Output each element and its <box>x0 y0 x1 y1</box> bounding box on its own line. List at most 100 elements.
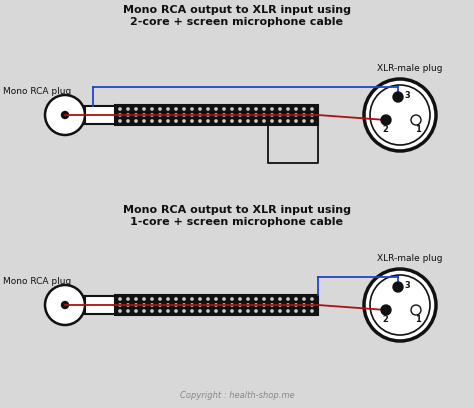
Circle shape <box>158 297 162 301</box>
Circle shape <box>302 113 306 117</box>
Bar <box>115 105 318 125</box>
Circle shape <box>278 119 282 123</box>
Text: 3: 3 <box>404 91 410 100</box>
Circle shape <box>214 107 218 111</box>
Circle shape <box>310 107 314 111</box>
Circle shape <box>310 309 314 313</box>
Circle shape <box>254 107 258 111</box>
Text: 3: 3 <box>404 281 410 290</box>
Text: 1: 1 <box>415 124 421 133</box>
Circle shape <box>190 309 194 313</box>
Circle shape <box>230 119 234 123</box>
Text: 2: 2 <box>382 315 388 324</box>
Circle shape <box>230 107 234 111</box>
Circle shape <box>158 119 162 123</box>
Circle shape <box>198 309 202 313</box>
Circle shape <box>182 107 186 111</box>
Circle shape <box>294 113 298 117</box>
Circle shape <box>230 297 234 301</box>
Circle shape <box>411 305 421 315</box>
Circle shape <box>134 119 138 123</box>
Circle shape <box>286 297 290 301</box>
Circle shape <box>142 107 146 111</box>
Circle shape <box>381 115 391 125</box>
Circle shape <box>158 309 162 313</box>
Circle shape <box>238 107 242 111</box>
Circle shape <box>174 113 178 117</box>
Circle shape <box>190 297 194 301</box>
Circle shape <box>134 309 138 313</box>
Circle shape <box>206 297 210 301</box>
Circle shape <box>158 113 162 117</box>
Circle shape <box>254 303 258 307</box>
Circle shape <box>182 309 186 313</box>
Circle shape <box>222 119 226 123</box>
Circle shape <box>294 309 298 313</box>
Circle shape <box>126 297 130 301</box>
Circle shape <box>45 95 85 135</box>
Circle shape <box>126 113 130 117</box>
Circle shape <box>278 309 282 313</box>
Circle shape <box>134 297 138 301</box>
Circle shape <box>294 107 298 111</box>
Circle shape <box>393 282 403 292</box>
Circle shape <box>302 303 306 307</box>
Circle shape <box>246 309 250 313</box>
Circle shape <box>190 107 194 111</box>
Circle shape <box>206 303 210 307</box>
Circle shape <box>206 113 210 117</box>
Circle shape <box>190 113 194 117</box>
Circle shape <box>166 303 170 307</box>
Circle shape <box>214 309 218 313</box>
Circle shape <box>150 107 154 111</box>
Circle shape <box>270 119 274 123</box>
Circle shape <box>182 297 186 301</box>
Circle shape <box>230 309 234 313</box>
Circle shape <box>190 303 194 307</box>
Circle shape <box>142 303 146 307</box>
Circle shape <box>230 303 234 307</box>
Circle shape <box>302 297 306 301</box>
Circle shape <box>310 119 314 123</box>
Circle shape <box>198 303 202 307</box>
Circle shape <box>238 119 242 123</box>
Circle shape <box>150 113 154 117</box>
Circle shape <box>222 303 226 307</box>
Circle shape <box>198 297 202 301</box>
Circle shape <box>294 119 298 123</box>
Circle shape <box>150 119 154 123</box>
Circle shape <box>254 309 258 313</box>
Text: Copyright : health-shop.me: Copyright : health-shop.me <box>180 391 294 400</box>
Circle shape <box>126 309 130 313</box>
Circle shape <box>254 119 258 123</box>
Circle shape <box>134 107 138 111</box>
Circle shape <box>278 107 282 111</box>
Circle shape <box>198 113 202 117</box>
Circle shape <box>310 297 314 301</box>
Circle shape <box>182 113 186 117</box>
Circle shape <box>270 303 274 307</box>
Circle shape <box>166 297 170 301</box>
Circle shape <box>254 297 258 301</box>
Circle shape <box>166 113 170 117</box>
Circle shape <box>142 309 146 313</box>
Circle shape <box>126 107 130 111</box>
Circle shape <box>286 119 290 123</box>
Circle shape <box>126 303 130 307</box>
Circle shape <box>158 107 162 111</box>
Circle shape <box>270 107 274 111</box>
Text: XLR-male plug: XLR-male plug <box>377 254 443 263</box>
Circle shape <box>142 297 146 301</box>
Circle shape <box>206 107 210 111</box>
Text: 2: 2 <box>382 124 388 133</box>
Text: Mono RCA plug: Mono RCA plug <box>3 277 71 286</box>
Circle shape <box>286 303 290 307</box>
Circle shape <box>246 119 250 123</box>
Circle shape <box>118 107 122 111</box>
Circle shape <box>62 111 69 118</box>
Circle shape <box>134 303 138 307</box>
Circle shape <box>310 113 314 117</box>
Circle shape <box>286 107 290 111</box>
Circle shape <box>278 113 282 117</box>
Text: Mono RCA output to XLR input using
2-core + screen microphone cable: Mono RCA output to XLR input using 2-cor… <box>123 5 351 27</box>
